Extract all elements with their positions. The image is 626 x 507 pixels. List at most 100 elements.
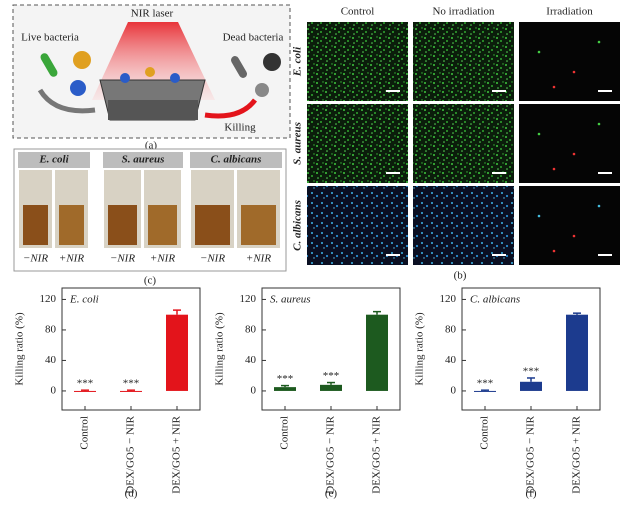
species-header xyxy=(190,152,282,168)
bar xyxy=(166,314,188,391)
cell xyxy=(597,40,601,44)
condition-label: −NIR xyxy=(23,253,48,265)
y-axis-label: Killing ratio (%) xyxy=(414,312,426,386)
significance: *** xyxy=(477,378,494,390)
live-label: Live bacteria xyxy=(21,32,79,44)
x-tick-label: Control xyxy=(279,416,291,450)
y-tick-label: 120 xyxy=(440,293,457,305)
cell xyxy=(552,167,556,171)
y-axis-label: Killing ratio (%) xyxy=(14,312,26,386)
dead-label: Dead bacteria xyxy=(223,32,284,44)
column-label: Irradiation xyxy=(546,6,593,18)
tube-liquid xyxy=(195,205,230,245)
x-tick-label: Control xyxy=(79,416,91,450)
y-tick-label: 120 xyxy=(240,293,257,305)
bar xyxy=(566,314,588,391)
cell xyxy=(597,122,601,126)
y-tick-label: 80 xyxy=(445,323,457,335)
y-tick-label: 120 xyxy=(40,293,57,305)
species-label: S. aureus xyxy=(122,154,165,166)
y-tick-label: 40 xyxy=(45,354,57,366)
micrograph xyxy=(413,104,514,183)
cell xyxy=(597,204,601,208)
condition-label: −NIR xyxy=(200,253,225,265)
panel-label: (f) xyxy=(526,488,537,500)
species-label: C. albicans xyxy=(211,154,262,166)
x-tick-label: DEX/GO5 + NIR xyxy=(171,415,183,493)
significance: *** xyxy=(123,378,140,390)
chart-title: S. aureus xyxy=(270,294,311,306)
x-tick-label: DEX/GO5 − NIR xyxy=(525,415,537,493)
cell xyxy=(537,132,541,136)
panel-label: (c) xyxy=(144,275,157,287)
y-tick-label: 0 xyxy=(251,384,257,396)
micrograph xyxy=(519,104,620,183)
species-header xyxy=(103,152,183,168)
tube-liquid xyxy=(59,205,84,245)
dead-bacterium xyxy=(255,83,269,97)
micrograph xyxy=(307,22,408,101)
bar xyxy=(474,390,496,392)
bacterium xyxy=(73,51,91,69)
x-tick-label: DEX/GO5 + NIR xyxy=(371,415,383,493)
dead-bacterium xyxy=(263,53,281,71)
platform xyxy=(108,100,198,120)
condition-label: +NIR xyxy=(246,253,271,265)
bacterium xyxy=(40,53,58,77)
row-label: C. albicans xyxy=(292,200,304,251)
tube-liquid xyxy=(23,205,48,245)
condition-label: +NIR xyxy=(150,253,175,265)
bar xyxy=(120,390,142,392)
cell xyxy=(572,234,576,238)
column-label: Control xyxy=(341,6,375,18)
tube-liquid xyxy=(148,205,177,245)
row-label: E. coli xyxy=(292,46,304,77)
x-tick-label: Control xyxy=(479,416,491,450)
significance: *** xyxy=(323,370,340,382)
bar xyxy=(274,387,296,391)
x-tick-label: DEX/GO5 − NIR xyxy=(325,415,337,493)
panel-label: (d) xyxy=(125,488,138,500)
panel-label: (b) xyxy=(454,270,467,282)
micrograph xyxy=(307,104,408,183)
significance: *** xyxy=(277,373,294,385)
y-tick-label: 0 xyxy=(451,384,457,396)
tube-liquid xyxy=(108,205,137,245)
micrograph xyxy=(413,186,514,265)
y-tick-label: 40 xyxy=(445,354,457,366)
x-tick-label: DEX/GO5 + NIR xyxy=(571,415,583,493)
cell xyxy=(572,70,576,74)
row-label: S. aureus xyxy=(292,122,304,165)
bar xyxy=(74,390,96,392)
bar xyxy=(320,384,342,391)
y-axis-label: Killing ratio (%) xyxy=(214,312,226,386)
panel-b: (b) Control No irradiation Irradiation E. c… xyxy=(292,6,620,282)
arrow xyxy=(37,88,96,114)
arrow xyxy=(204,98,257,119)
micrograph xyxy=(413,22,514,101)
bar xyxy=(366,314,388,391)
dead-bacterium xyxy=(231,56,247,78)
panel-a: NIR laser Live bacteria Dead bacteria Ki… xyxy=(12,4,291,152)
cell xyxy=(552,249,556,253)
condition-label: −NIR xyxy=(110,253,135,265)
chart-title: E. coli xyxy=(69,294,99,306)
column-label: No irradiation xyxy=(432,6,495,18)
bar xyxy=(520,381,542,391)
x-tick-label: DEX/GO5 − NIR xyxy=(125,415,137,493)
cell xyxy=(537,50,541,54)
y-tick-label: 80 xyxy=(245,323,257,335)
species-header xyxy=(18,152,90,168)
panel-c: (c) E. coli −NIR +NIR S. aureus −NIR +NIR C. a… xyxy=(13,148,287,287)
y-tick-label: 0 xyxy=(51,384,57,396)
killing-label: Killing xyxy=(224,122,256,134)
y-tick-label: 80 xyxy=(45,323,57,335)
chart-title: C. albicans xyxy=(470,294,520,306)
panel-label: (e) xyxy=(325,488,338,500)
significance: *** xyxy=(523,366,540,378)
tube-liquid xyxy=(241,205,276,245)
condition-label: +NIR xyxy=(59,253,84,265)
micrograph xyxy=(519,186,620,265)
laser-label: NIR laser xyxy=(131,8,174,20)
